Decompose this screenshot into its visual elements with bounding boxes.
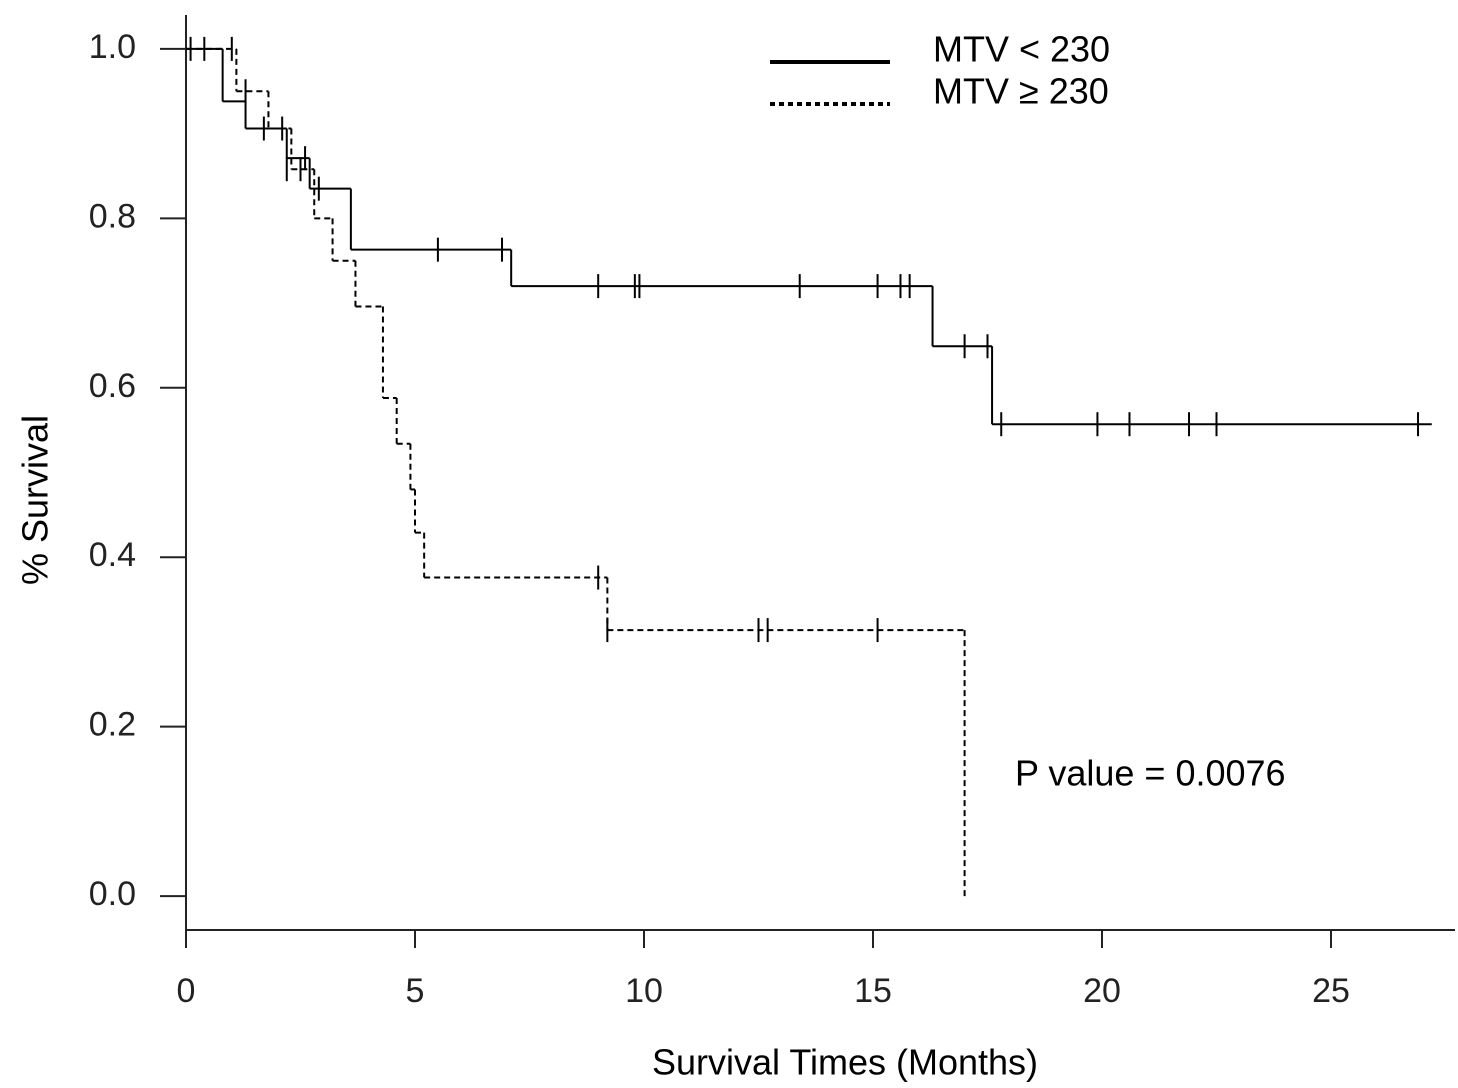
x-tick-label: 25 (1312, 972, 1350, 1010)
y-tick-label: 0.8 (89, 197, 136, 235)
legend-label: MTV < 230 (933, 29, 1110, 70)
x-axis-label: Survival Times (Months) (652, 1042, 1038, 1083)
y-tick-label: 0.4 (89, 536, 136, 574)
x-tick-label: 15 (854, 972, 892, 1010)
legend-label: MTV ≥ 230 (933, 71, 1109, 112)
y-axis-label: % Survival (15, 415, 56, 585)
x-tick-label: 0 (177, 972, 196, 1010)
x-tick-label: 20 (1083, 972, 1121, 1010)
x-tick-label: 5 (406, 972, 425, 1010)
y-tick-label: 0.6 (89, 367, 136, 405)
annotation: P value = 0.0076 (1015, 753, 1286, 794)
y-tick-label: 0.0 (89, 875, 136, 913)
y-tick-label: 0.2 (89, 706, 136, 744)
y-tick-label: 1.0 (89, 28, 136, 66)
x-tick-label: 10 (625, 972, 663, 1010)
